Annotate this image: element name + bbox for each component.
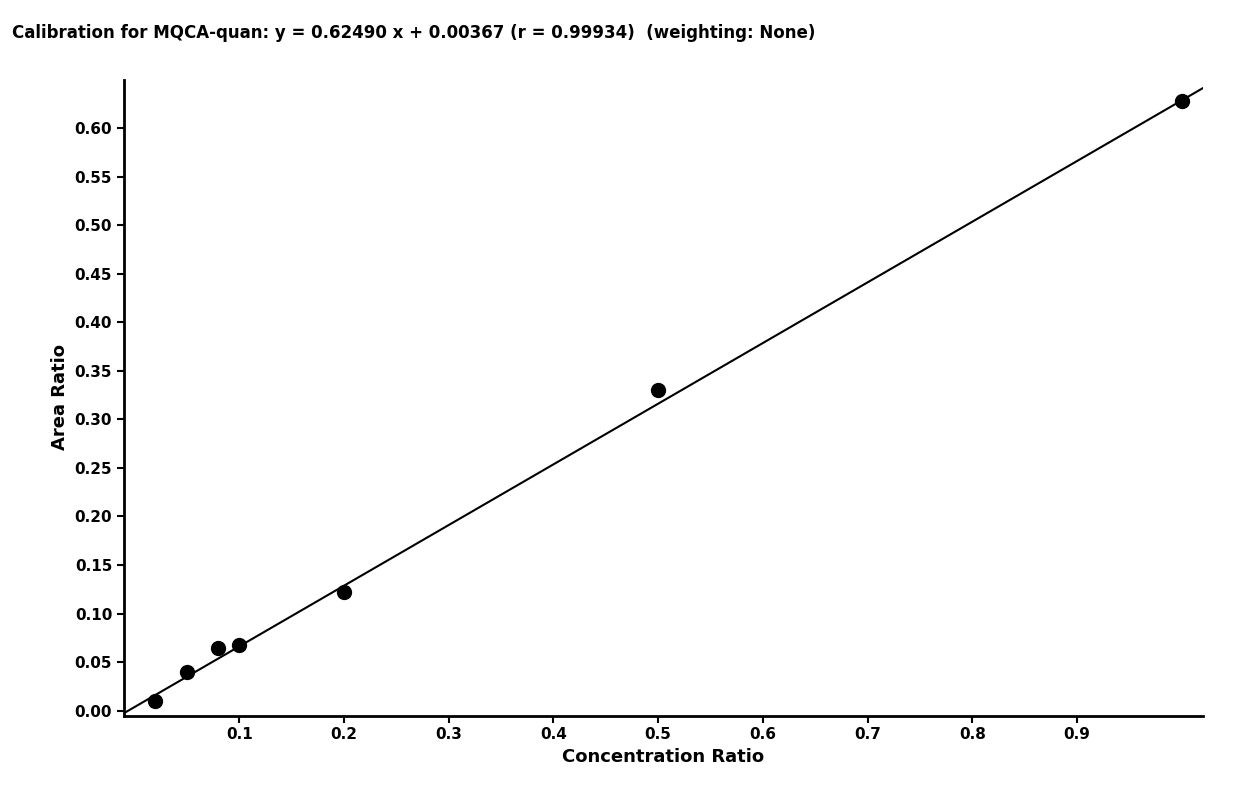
Text: Calibration for MQCA-quan: y = 0.62490 x + 0.00367 (r = 0.99934)  (weighting: No: Calibration for MQCA-quan: y = 0.62490 x… [12, 24, 816, 42]
X-axis label: Concentration Ratio: Concentration Ratio [562, 748, 765, 766]
Point [1172, 95, 1192, 107]
Point [145, 695, 165, 708]
Point [208, 642, 228, 654]
Point [334, 586, 353, 599]
Y-axis label: Area Ratio: Area Ratio [51, 344, 69, 451]
Point [177, 665, 197, 678]
Point [229, 638, 249, 651]
Point [649, 384, 668, 397]
